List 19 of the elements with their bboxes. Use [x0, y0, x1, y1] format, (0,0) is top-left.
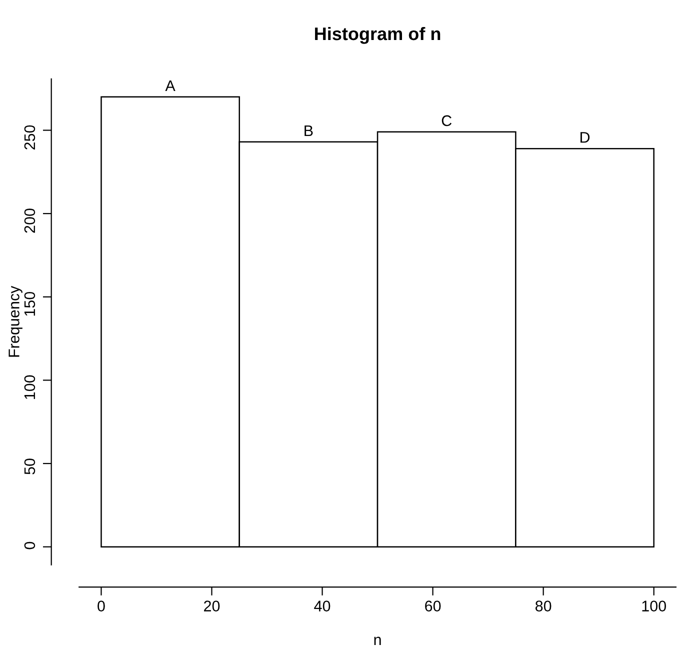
x-tick-label: 40: [314, 600, 330, 612]
y-axis-title: Frequency: [8, 286, 22, 357]
annotation: A: [165, 80, 176, 91]
y-tick-label: 250: [24, 125, 36, 150]
y-tick-label: 0: [24, 542, 36, 550]
annotation: C: [442, 115, 452, 126]
x-tick-label: 100: [642, 600, 666, 612]
y-tick-label: 100: [24, 375, 36, 399]
x-tick-label: 0: [98, 600, 105, 612]
annotation: D: [580, 132, 590, 143]
x-tick-label: 60: [425, 600, 441, 612]
x-tick-label: 20: [204, 600, 220, 612]
x-axis-title: n: [374, 636, 381, 646]
chart-title: Histogram of n: [315, 26, 440, 44]
annotation: B: [304, 125, 313, 136]
x-tick-label: 80: [535, 600, 552, 612]
y-tick-label: 200: [24, 208, 36, 233]
y-tick-label: 150: [24, 292, 36, 316]
y-tick-label: 50: [24, 458, 36, 474]
